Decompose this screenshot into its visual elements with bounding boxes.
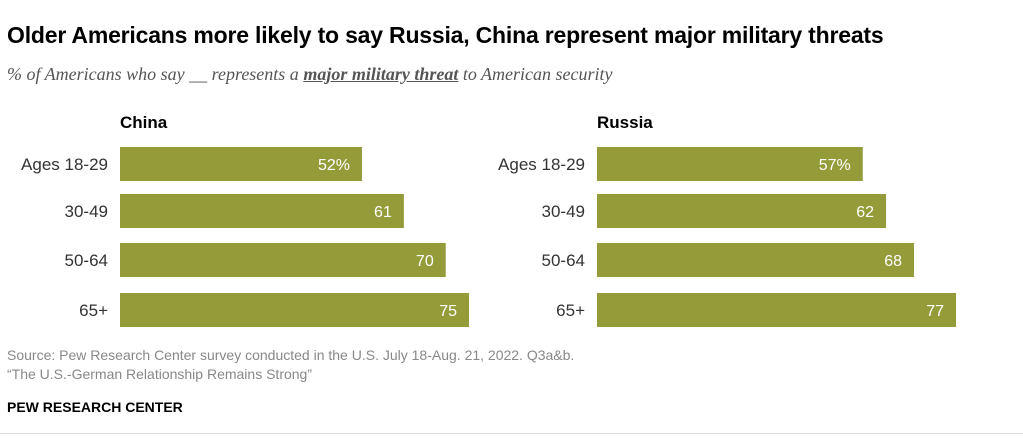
china-category-label: 30-49 <box>65 202 108 221</box>
russia-bar <box>597 194 887 228</box>
china-bar <box>120 194 404 228</box>
chart-title: Older Americans more likely to say Russi… <box>7 22 884 48</box>
subtitle-emphasis: major military threat <box>303 64 459 84</box>
russia-bar <box>597 243 915 277</box>
china-category-label: 50-64 <box>65 251 108 270</box>
russia-value-label: 57% <box>819 157 851 174</box>
source-note: Source: Pew Research Center survey condu… <box>7 346 574 384</box>
china-bar <box>120 243 446 277</box>
russia-category-label: 30-49 <box>542 202 585 221</box>
russia-category-label: Ages 18-29 <box>498 155 585 174</box>
panel-title-russia: Russia <box>597 113 653 132</box>
china-value-label: 61 <box>374 204 392 221</box>
panel-title-china: China <box>120 113 168 132</box>
china-bar <box>120 147 362 181</box>
russia-category-label: 50-64 <box>542 251 585 270</box>
chart-subtitle: % of Americans who say __ represents a m… <box>7 64 612 85</box>
china-category-label: Ages 18-29 <box>21 155 108 174</box>
bottom-divider <box>0 433 1023 434</box>
china-value-label: 52% <box>318 157 350 174</box>
subtitle-prefix: % of Americans who say __ represents a <box>7 64 304 84</box>
china-bar <box>120 293 469 327</box>
china-value-label: 75 <box>439 303 457 320</box>
china-category-label: 65+ <box>79 301 108 320</box>
russia-value-label: 62 <box>856 204 874 221</box>
russia-bar <box>597 147 863 181</box>
russia-category-label: 65+ <box>556 301 585 320</box>
source-line-1: Source: Pew Research Center survey condu… <box>7 347 575 363</box>
russia-value-label: 68 <box>884 253 902 270</box>
russia-value-label: 77 <box>926 303 944 320</box>
subtitle-suffix: to American security <box>458 64 613 84</box>
footer-brand: PEW RESEARCH CENTER <box>7 399 183 415</box>
russia-bar <box>597 293 956 327</box>
china-value-label: 70 <box>416 253 434 270</box>
source-line-2: “The U.S.-German Relationship Remains St… <box>7 366 313 382</box>
bar-charts: China Ages 18-29 52% 30-49 61 50-64 70 65+ 75 Rus… <box>21 113 956 327</box>
